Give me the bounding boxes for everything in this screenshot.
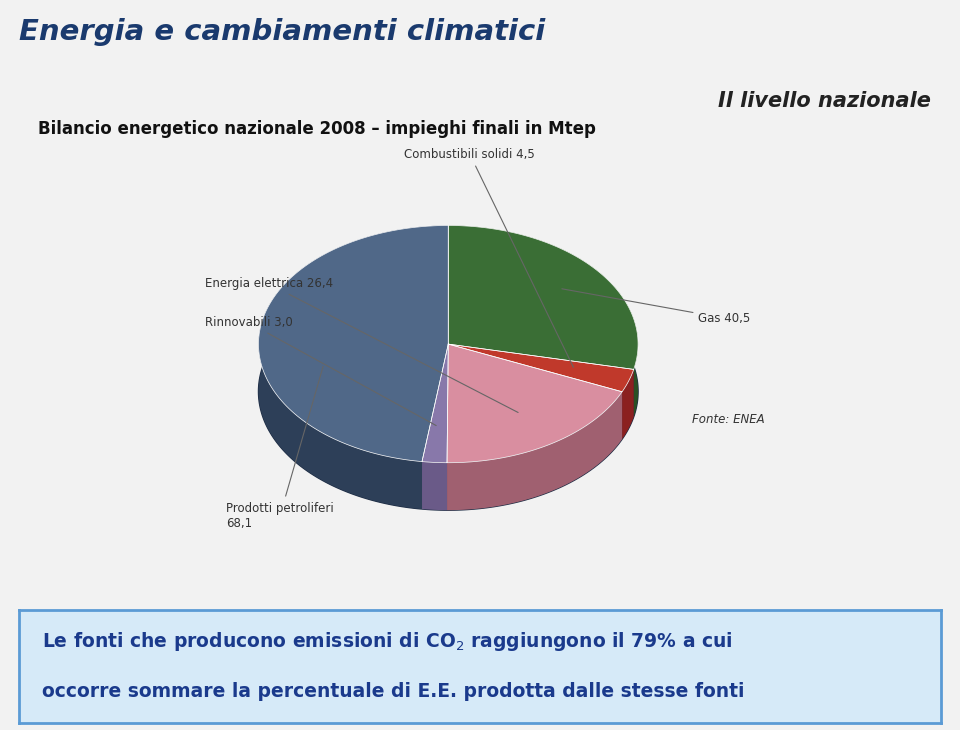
Text: Bilancio energetico nazionale 2008 – impieghi finali in Mtep: Bilancio energetico nazionale 2008 – imp… (38, 120, 596, 139)
Polygon shape (422, 344, 448, 463)
Polygon shape (622, 369, 634, 439)
Text: Fonte: ENEA: Fonte: ENEA (692, 413, 764, 426)
Polygon shape (258, 226, 448, 509)
Text: Prodotti petroliferi
68,1: Prodotti petroliferi 68,1 (227, 366, 334, 529)
Text: Energia elettrica 26,4: Energia elettrica 26,4 (204, 277, 518, 412)
Text: Le fonti che producono emissioni di CO$_2$ raggiungono il 79% a cui: Le fonti che producono emissioni di CO$_… (42, 630, 733, 653)
Polygon shape (448, 226, 638, 369)
Polygon shape (448, 344, 634, 392)
Text: Il livello nazionale: Il livello nazionale (718, 91, 931, 111)
Text: occorre sommare la percentuale di E.E. prodotta dalle stesse fonti: occorre sommare la percentuale di E.E. p… (42, 682, 745, 701)
Text: Energia e cambiamenti climatici: Energia e cambiamenti climatici (19, 18, 545, 46)
Text: Gas 40,5: Gas 40,5 (562, 289, 751, 325)
Text: Combustibili solidi 4,5: Combustibili solidi 4,5 (404, 147, 573, 367)
Polygon shape (422, 461, 447, 510)
Polygon shape (447, 344, 622, 463)
Polygon shape (258, 273, 638, 510)
Polygon shape (447, 392, 622, 510)
Text: Rinnovabili 3,0: Rinnovabili 3,0 (204, 316, 436, 426)
Polygon shape (258, 226, 448, 461)
Polygon shape (448, 226, 638, 417)
